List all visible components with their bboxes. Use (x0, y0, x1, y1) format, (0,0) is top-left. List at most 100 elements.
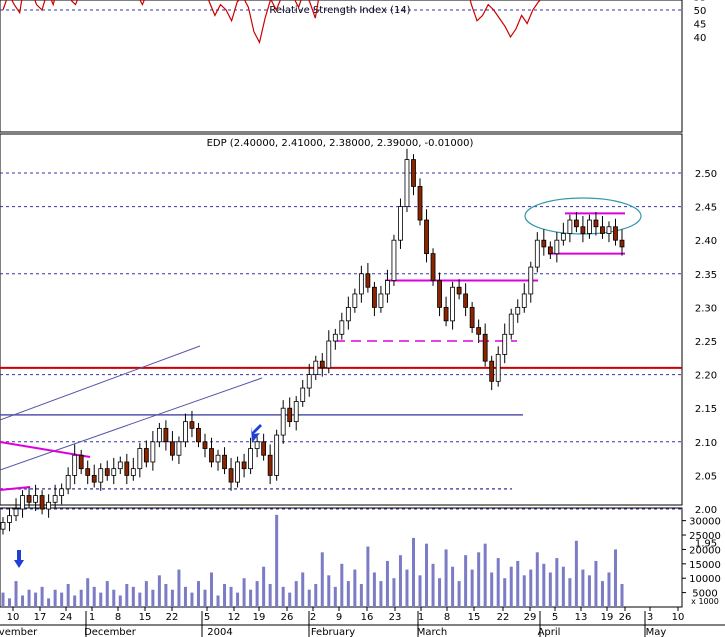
volume-bar (477, 552, 481, 607)
candle-body (345, 306, 351, 322)
volume-bar (268, 583, 272, 607)
candle-body (306, 374, 312, 389)
rsi-series-line (2, 0, 542, 45)
candle-body (508, 313, 514, 335)
x-day-label: 10 (7, 612, 20, 623)
rsi-title: Relative Strength Index (14) (269, 5, 410, 16)
candle-body (606, 226, 612, 234)
volume-bar (262, 566, 266, 607)
x-day-label: 8 (444, 612, 450, 623)
candle-body (554, 239, 560, 255)
price-tick-label: 2.40 (695, 236, 717, 247)
candle-body (241, 461, 247, 470)
x-day-label: 15 (468, 612, 481, 623)
volume-bar (548, 572, 552, 607)
volume-bar (170, 589, 174, 607)
volume-bar (40, 586, 44, 607)
candle-body (130, 468, 136, 476)
short-pink-line-1 (0, 441, 91, 458)
candle-body (365, 273, 371, 288)
volume-bar (594, 560, 598, 607)
volume-bar (249, 589, 253, 607)
volume-bar (60, 592, 64, 607)
candle-body (91, 474, 97, 483)
candle-body (33, 495, 38, 503)
volume-bar (379, 581, 383, 607)
candle-body (404, 159, 410, 207)
x-day-label: 29 (524, 612, 537, 623)
volume-bar (301, 572, 305, 607)
candle-body (183, 421, 188, 443)
candle-body (502, 333, 508, 355)
volume-bar (457, 581, 461, 607)
volume-bar (229, 586, 233, 607)
candle-body (411, 159, 416, 187)
candle-body (215, 454, 221, 463)
volume-bar (47, 598, 51, 607)
candle-body (560, 233, 566, 241)
volume-bar (151, 589, 155, 607)
candle-body (111, 468, 117, 476)
candle-body (534, 239, 540, 268)
volume-bar (27, 589, 31, 607)
candle-body (313, 360, 319, 376)
x-month-label: April (538, 627, 561, 637)
candle-body (371, 286, 377, 308)
x-day-label: 5 (204, 612, 210, 623)
volume-bar (125, 583, 129, 607)
price-tick-label: 2.50 (695, 169, 717, 180)
candle-body (437, 280, 442, 308)
candle-body (476, 327, 482, 335)
candle-body (202, 441, 208, 449)
volume-bar (372, 572, 376, 607)
volume-bar (470, 569, 474, 607)
down-arrow-icon (14, 550, 24, 568)
volume-tick-label: 10000 (689, 574, 721, 585)
candle-body (541, 239, 547, 248)
price-tick-label: 2.45 (695, 203, 717, 214)
volume-bar (14, 581, 18, 607)
volume-bar (34, 592, 38, 607)
x-day-label: 8 (115, 612, 121, 623)
x-day-label: 26 (619, 612, 632, 623)
price-title: EDP (2.40000, 2.41000, 2.38000, 2.39000,… (207, 138, 474, 149)
candle-body (0, 522, 6, 530)
candle-body (613, 226, 618, 241)
volume-bar (281, 586, 285, 607)
volume-bar (210, 572, 214, 607)
candle-body (72, 454, 78, 476)
x-day-label: 19 (253, 612, 266, 623)
volume-bar (425, 543, 429, 607)
candle-body (287, 407, 293, 423)
candle-body (280, 407, 286, 436)
volume-bar (223, 583, 227, 607)
candle-body (228, 468, 234, 483)
volume-bar (600, 581, 604, 607)
candle-body (267, 454, 273, 476)
candle-body (358, 273, 364, 295)
x-day-label: 22 (166, 612, 179, 623)
volume-bar (320, 552, 324, 607)
volume-bar (542, 563, 546, 607)
volume-bar (613, 549, 617, 607)
candle-body (20, 495, 25, 510)
volume-bar (1, 592, 5, 607)
candle-body (515, 306, 521, 315)
volume-bar (275, 514, 279, 607)
candle-body (443, 306, 449, 322)
price-tick-label: 2.15 (695, 404, 717, 415)
volume-bar (587, 575, 591, 607)
volume-bar (66, 583, 70, 607)
candle-body (430, 253, 436, 281)
candle-body (196, 427, 201, 443)
candle-body (274, 434, 280, 476)
candle-body (254, 441, 260, 449)
candle-body (222, 454, 227, 470)
candle-body (319, 360, 325, 369)
volume-bar (620, 583, 624, 607)
rsi-frame (0, 0, 683, 133)
volume-bar (177, 569, 181, 607)
volume-bar (561, 566, 565, 607)
